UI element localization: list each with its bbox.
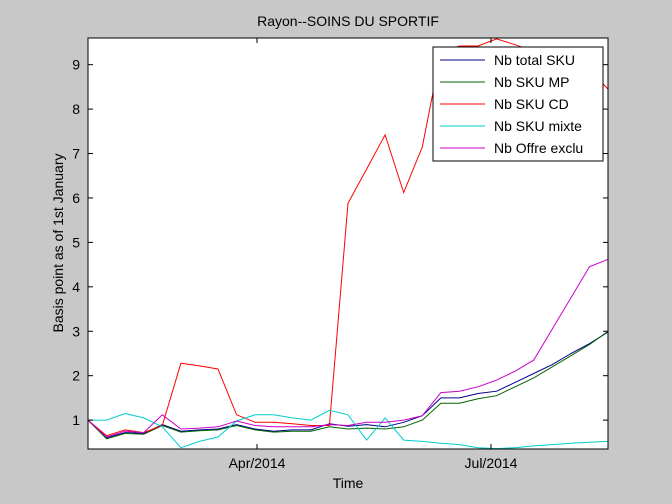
y-tick-label: 6 <box>72 190 80 206</box>
y-tick-label: 3 <box>72 323 80 339</box>
series-line-5 <box>87 258 609 438</box>
plot-frame <box>87 37 609 450</box>
y-tick-label: 5 <box>72 234 80 250</box>
series-line-1 <box>87 331 609 439</box>
series-line-4 <box>88 409 609 450</box>
legend-entry: Nb SKU CD <box>494 96 569 112</box>
legend-entry: Nb SKU MP <box>494 74 569 90</box>
y-axis: 1 2 3 4 5 6 7 8 9 <box>72 57 608 428</box>
y-axis-label: Basis point as of 1st January <box>50 154 66 333</box>
y-tick-label: 4 <box>72 279 80 295</box>
legend-entry: Nb total SKU <box>494 52 575 68</box>
legend-entry: Nb Offre exclu <box>494 140 583 156</box>
y-tick-label: 2 <box>72 368 80 384</box>
legend-entry: Nb SKU mixte <box>494 118 582 134</box>
x-axis-label: Time <box>333 475 364 491</box>
x-axis: Apr/2014 Jul/2014 <box>229 38 518 471</box>
chart-title: Rayon--SOINS DU SPORTIF <box>257 13 439 29</box>
series-line-2 <box>87 330 609 440</box>
y-tick-label: 7 <box>72 146 80 162</box>
x-tick-label: Apr/2014 <box>229 455 286 471</box>
y-tick-label: 9 <box>72 57 80 73</box>
legend: Nb total SKU Nb SKU MP Nb SKU CD Nb SKU mix… <box>432 46 604 162</box>
y-tick-label: 1 <box>72 412 80 428</box>
x-tick-label: Jul/2014 <box>465 455 518 471</box>
y-tick-label: 8 <box>72 101 80 117</box>
